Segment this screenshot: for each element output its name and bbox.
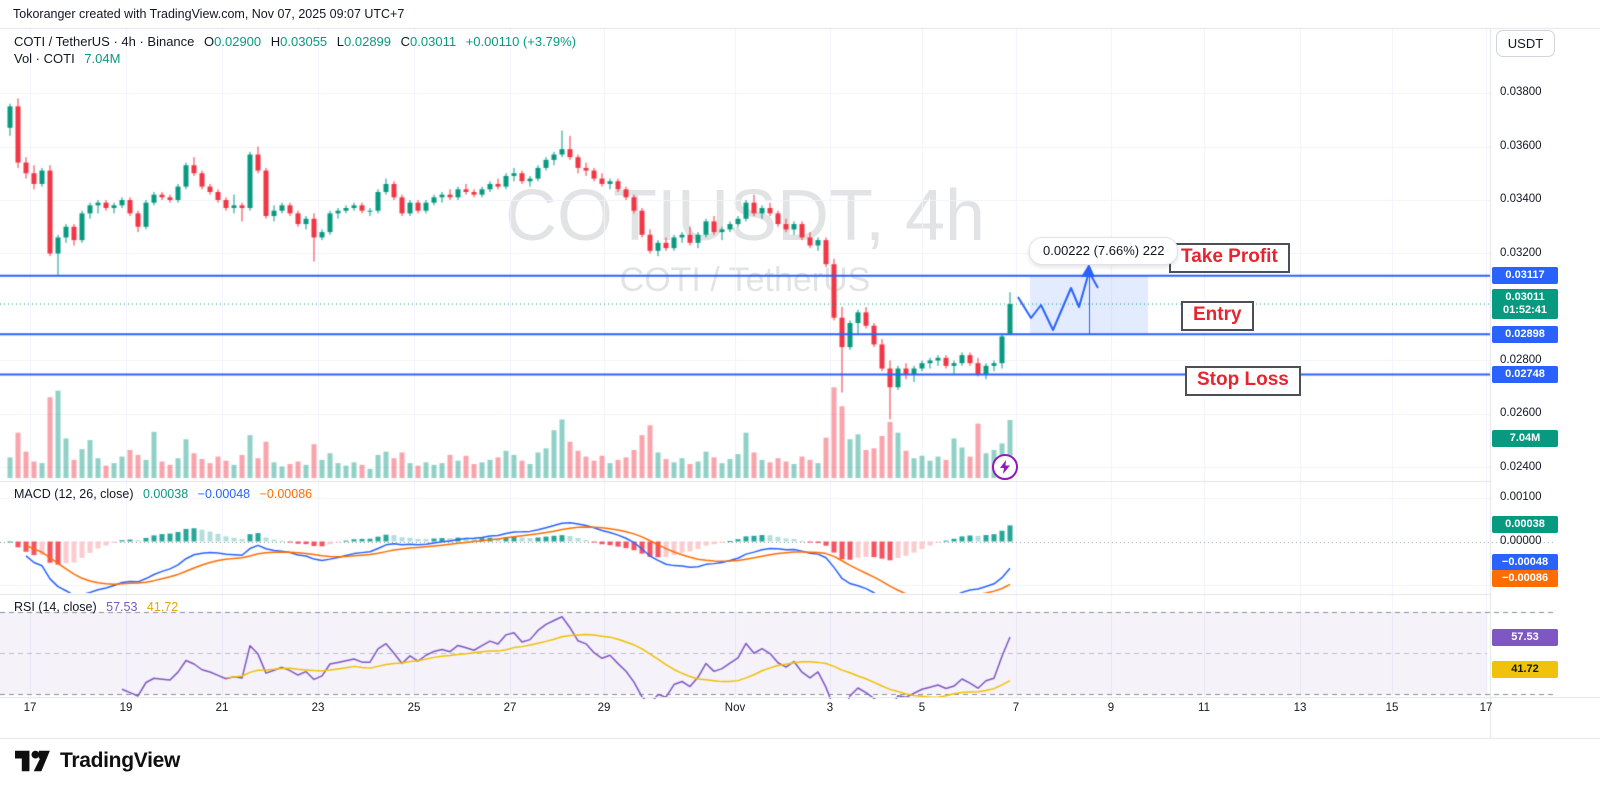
date-tick-label: 27 bbox=[503, 702, 517, 714]
date-tick-label: 29 bbox=[597, 702, 611, 714]
open-label: O bbox=[204, 34, 215, 49]
currency-toggle-button[interactable]: USDT bbox=[1496, 30, 1555, 57]
price-badge: 0.03011 01:52:41 bbox=[1492, 289, 1558, 320]
price-badge: 57.53 bbox=[1492, 629, 1558, 647]
price-badge: 0.03117 bbox=[1492, 267, 1558, 285]
date-tick-label: 13 bbox=[1293, 702, 1307, 714]
attribution-text: Tokoranger created with TradingView.com,… bbox=[13, 7, 405, 21]
volume-value: 7.04M bbox=[84, 51, 121, 66]
macd-signal-value: −0.00086 bbox=[259, 487, 313, 501]
date-tick-label: 11 bbox=[1198, 702, 1210, 714]
lightning-marker-icon[interactable] bbox=[992, 454, 1018, 480]
axis-tick-label: 0.00000 bbox=[1500, 534, 1542, 547]
date-tick-label: 9 bbox=[1107, 702, 1115, 714]
price-badge: 0.00038 bbox=[1492, 516, 1558, 534]
take-profit-label[interactable]: Take Profit bbox=[1169, 243, 1290, 273]
date-tick-label: 3 bbox=[826, 702, 834, 714]
axis-tick-label: 0.03600 bbox=[1500, 139, 1542, 152]
price-badge: 41.72 bbox=[1492, 661, 1558, 679]
open-value: 0.02900 bbox=[214, 34, 262, 49]
rsi-value: 57.53 bbox=[106, 600, 138, 614]
volume-legend: Vol · COTI 7.04M bbox=[14, 51, 120, 66]
price-badge: −0.00086 bbox=[1492, 570, 1558, 588]
stop-loss-label[interactable]: Stop Loss bbox=[1185, 366, 1301, 396]
axis-tick-label: 0.03200 bbox=[1500, 246, 1542, 259]
macd-title[interactable]: MACD (12, 26, close) bbox=[14, 487, 134, 501]
close-value: 0.03011 bbox=[410, 34, 457, 49]
high-label: H bbox=[270, 34, 281, 49]
date-tick-label: 17 bbox=[1479, 702, 1493, 714]
date-tick-label: 23 bbox=[311, 702, 325, 714]
date-tick-label: 19 bbox=[119, 702, 133, 714]
date-tick-label: 21 bbox=[215, 702, 229, 714]
tradingview-logo-icon bbox=[15, 750, 50, 772]
axis-tick-label: 0.02800 bbox=[1500, 353, 1542, 366]
date-tick-label: Nov bbox=[724, 702, 746, 714]
rsi-legend: RSI (14, close) 57.53 41.72 bbox=[14, 600, 178, 614]
axis-tick-label: 0.00100 bbox=[1500, 491, 1542, 503]
date-tick-label: 5 bbox=[918, 702, 926, 714]
measure-tooltip[interactable]: 0.00222 (7.66%) 222 bbox=[1029, 237, 1179, 265]
tradingview-wordmark: TradingView bbox=[60, 749, 181, 772]
high-value: 0.03055 bbox=[280, 34, 328, 49]
low-value: 0.02899 bbox=[344, 34, 392, 49]
rsi-title[interactable]: RSI (14, close) bbox=[14, 600, 97, 614]
footer-logo[interactable]: TradingView bbox=[13, 744, 180, 778]
rsi-ma-value: 41.72 bbox=[146, 600, 179, 614]
low-label: L bbox=[336, 34, 345, 49]
lightning-bolt-icon bbox=[1000, 460, 1010, 474]
axis-tick-label: 0.02600 bbox=[1500, 407, 1542, 419]
entry-label[interactable]: Entry bbox=[1181, 301, 1254, 331]
date-tick-label: 7 bbox=[1012, 702, 1020, 714]
macd-legend: MACD (12, 26, close) 0.00038 −0.00048 −0… bbox=[14, 487, 312, 501]
macd-hist-value: 0.00038 bbox=[142, 487, 189, 501]
date-tick-label: 25 bbox=[407, 702, 421, 714]
symbol-legend: COTI / TetherUS · 4h · Binance O0.02900 … bbox=[14, 34, 576, 49]
axis-tick-label: 0.03800 bbox=[1500, 86, 1542, 98]
date-tick-label: 15 bbox=[1385, 702, 1399, 714]
price-badge: −0.00048 bbox=[1492, 553, 1558, 571]
symbol-title[interactable]: COTI / TetherUS · 4h · Binance bbox=[14, 34, 195, 49]
volume-label[interactable]: Vol · COTI bbox=[14, 51, 75, 66]
axis-tick-label: 0.03400 bbox=[1500, 193, 1542, 205]
change-value: +0.00110 (+3.79%) bbox=[465, 34, 577, 49]
price-badge: 0.02898 bbox=[1492, 325, 1558, 343]
price-badge: 0.02748 bbox=[1492, 365, 1558, 383]
axis-tick-label: 0.02400 bbox=[1500, 460, 1542, 473]
close-label: C bbox=[400, 34, 411, 49]
date-tick-label: 17 bbox=[23, 702, 37, 714]
macd-line-value: −0.00048 bbox=[197, 487, 251, 501]
price-badge: 7.04M bbox=[1492, 429, 1558, 447]
